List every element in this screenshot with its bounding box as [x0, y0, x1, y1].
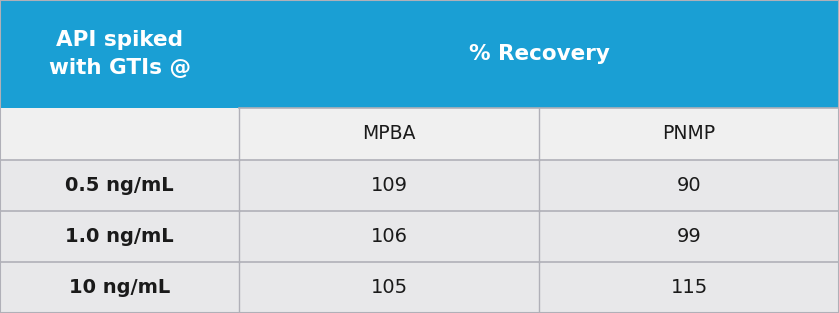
Text: 1.0 ng/mL: 1.0 ng/mL: [65, 227, 174, 246]
Bar: [539, 108, 839, 160]
Bar: [0, 262, 239, 313]
Bar: [239, 108, 539, 160]
Bar: [239, 211, 539, 262]
Text: 10 ng/mL: 10 ng/mL: [69, 278, 170, 297]
Text: 0.5 ng/mL: 0.5 ng/mL: [65, 176, 174, 195]
Bar: [0, 211, 239, 262]
Bar: [0, 160, 239, 211]
Bar: [239, 160, 539, 211]
Bar: [239, 262, 539, 313]
Text: 105: 105: [371, 278, 408, 297]
Bar: [239, 0, 839, 108]
Bar: [539, 262, 839, 313]
Text: 115: 115: [670, 278, 707, 297]
Bar: [539, 160, 839, 211]
Text: PNMP: PNMP: [663, 124, 716, 143]
Bar: [0, 0, 239, 108]
Text: % Recovery: % Recovery: [469, 44, 609, 64]
Text: API spiked
with GTIs @: API spiked with GTIs @: [49, 30, 190, 78]
Text: 109: 109: [371, 176, 408, 195]
Text: MPBA: MPBA: [362, 124, 416, 143]
Text: 106: 106: [371, 227, 408, 246]
Text: 99: 99: [677, 227, 701, 246]
Bar: [0, 108, 239, 160]
Bar: [539, 211, 839, 262]
Text: 90: 90: [677, 176, 701, 195]
